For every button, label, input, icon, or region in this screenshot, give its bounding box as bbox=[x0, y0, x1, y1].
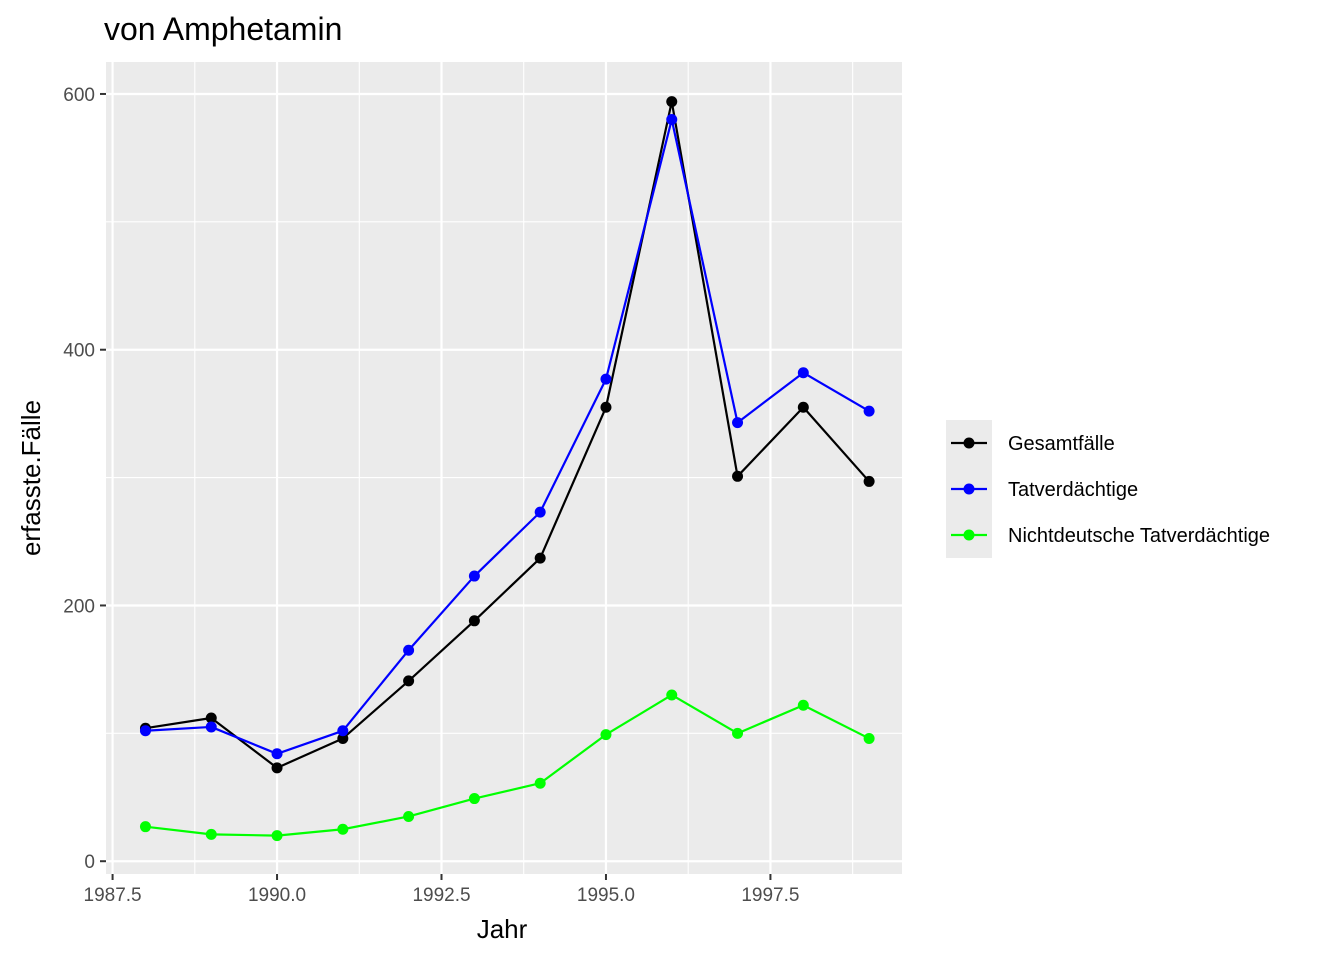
y-axis: 0 200 400 600 bbox=[63, 85, 106, 873]
series-line bbox=[145, 118, 870, 755]
data-point bbox=[732, 727, 744, 739]
data-point bbox=[337, 725, 349, 737]
x-tick-label: 1990.0 bbox=[248, 885, 306, 906]
x-tick-label: 1997.5 bbox=[741, 885, 799, 906]
series-line bbox=[145, 100, 870, 769]
data-point bbox=[863, 732, 875, 744]
x-tick-label: 1992.5 bbox=[412, 885, 470, 906]
data-point bbox=[337, 732, 349, 744]
legend-label: Gesamtfälle bbox=[1008, 433, 1115, 455]
data-point bbox=[732, 470, 744, 482]
data-point bbox=[600, 401, 612, 413]
legend-item: Gesamtfälle bbox=[951, 433, 1115, 455]
series-0 bbox=[139, 96, 875, 774]
data-point bbox=[797, 401, 809, 413]
data-point bbox=[271, 762, 283, 774]
data-point bbox=[337, 823, 349, 835]
legend-label: Nichtdeutsche Tatverdächtige bbox=[1008, 525, 1270, 547]
y-tick-label: 400 bbox=[63, 341, 95, 362]
data-point bbox=[205, 712, 217, 724]
series-2 bbox=[139, 689, 875, 842]
data-point bbox=[205, 828, 217, 840]
legend-label: Tatverdächtige bbox=[1008, 479, 1138, 501]
data-point bbox=[468, 793, 480, 805]
legend-key-point bbox=[963, 529, 975, 541]
data-point bbox=[403, 810, 415, 822]
data-point bbox=[600, 729, 612, 741]
legend: Gesamtfälle Tatverdächtige Nichtdeutsche T… bbox=[946, 420, 1270, 558]
x-tick-label: 1987.5 bbox=[84, 885, 142, 906]
legend-item: Tatverdächtige bbox=[951, 479, 1138, 501]
series-line bbox=[145, 693, 870, 837]
y-tick-label: 600 bbox=[63, 85, 95, 106]
grid-major bbox=[106, 62, 902, 874]
legend-key-point bbox=[963, 437, 975, 449]
series-1 bbox=[139, 114, 875, 760]
plot-panel bbox=[106, 62, 902, 874]
data-point bbox=[403, 644, 415, 656]
data-point bbox=[271, 748, 283, 760]
y-tick-label: 0 bbox=[84, 852, 95, 873]
data-point bbox=[666, 96, 678, 108]
x-axis-title: Jahr bbox=[477, 914, 528, 944]
y-tick-label: 200 bbox=[63, 596, 95, 617]
series-layer bbox=[139, 96, 875, 842]
x-axis: 1987.5 1990.0 1992.5 1995.0 1997.5 bbox=[84, 874, 799, 906]
data-point bbox=[468, 570, 480, 582]
data-point bbox=[403, 675, 415, 687]
data-point bbox=[797, 367, 809, 379]
data-point bbox=[205, 721, 217, 733]
data-point bbox=[600, 373, 612, 385]
data-point bbox=[534, 777, 546, 789]
y-axis-title: erfasste.Fälle bbox=[16, 400, 46, 556]
chart-title: von Amphetamin bbox=[104, 11, 342, 47]
legend-key-point bbox=[963, 483, 975, 495]
data-point bbox=[534, 552, 546, 564]
data-point bbox=[139, 725, 151, 737]
data-point bbox=[863, 475, 875, 487]
data-point bbox=[271, 830, 283, 842]
data-point bbox=[534, 506, 546, 518]
data-point bbox=[468, 615, 480, 627]
data-point bbox=[863, 405, 875, 417]
data-point bbox=[797, 699, 809, 711]
data-point bbox=[666, 114, 678, 126]
x-tick-label: 1995.0 bbox=[577, 885, 635, 906]
legend-item: Nichtdeutsche Tatverdächtige bbox=[951, 525, 1270, 547]
data-point bbox=[732, 417, 744, 429]
data-point bbox=[139, 821, 151, 833]
data-point bbox=[666, 689, 678, 701]
